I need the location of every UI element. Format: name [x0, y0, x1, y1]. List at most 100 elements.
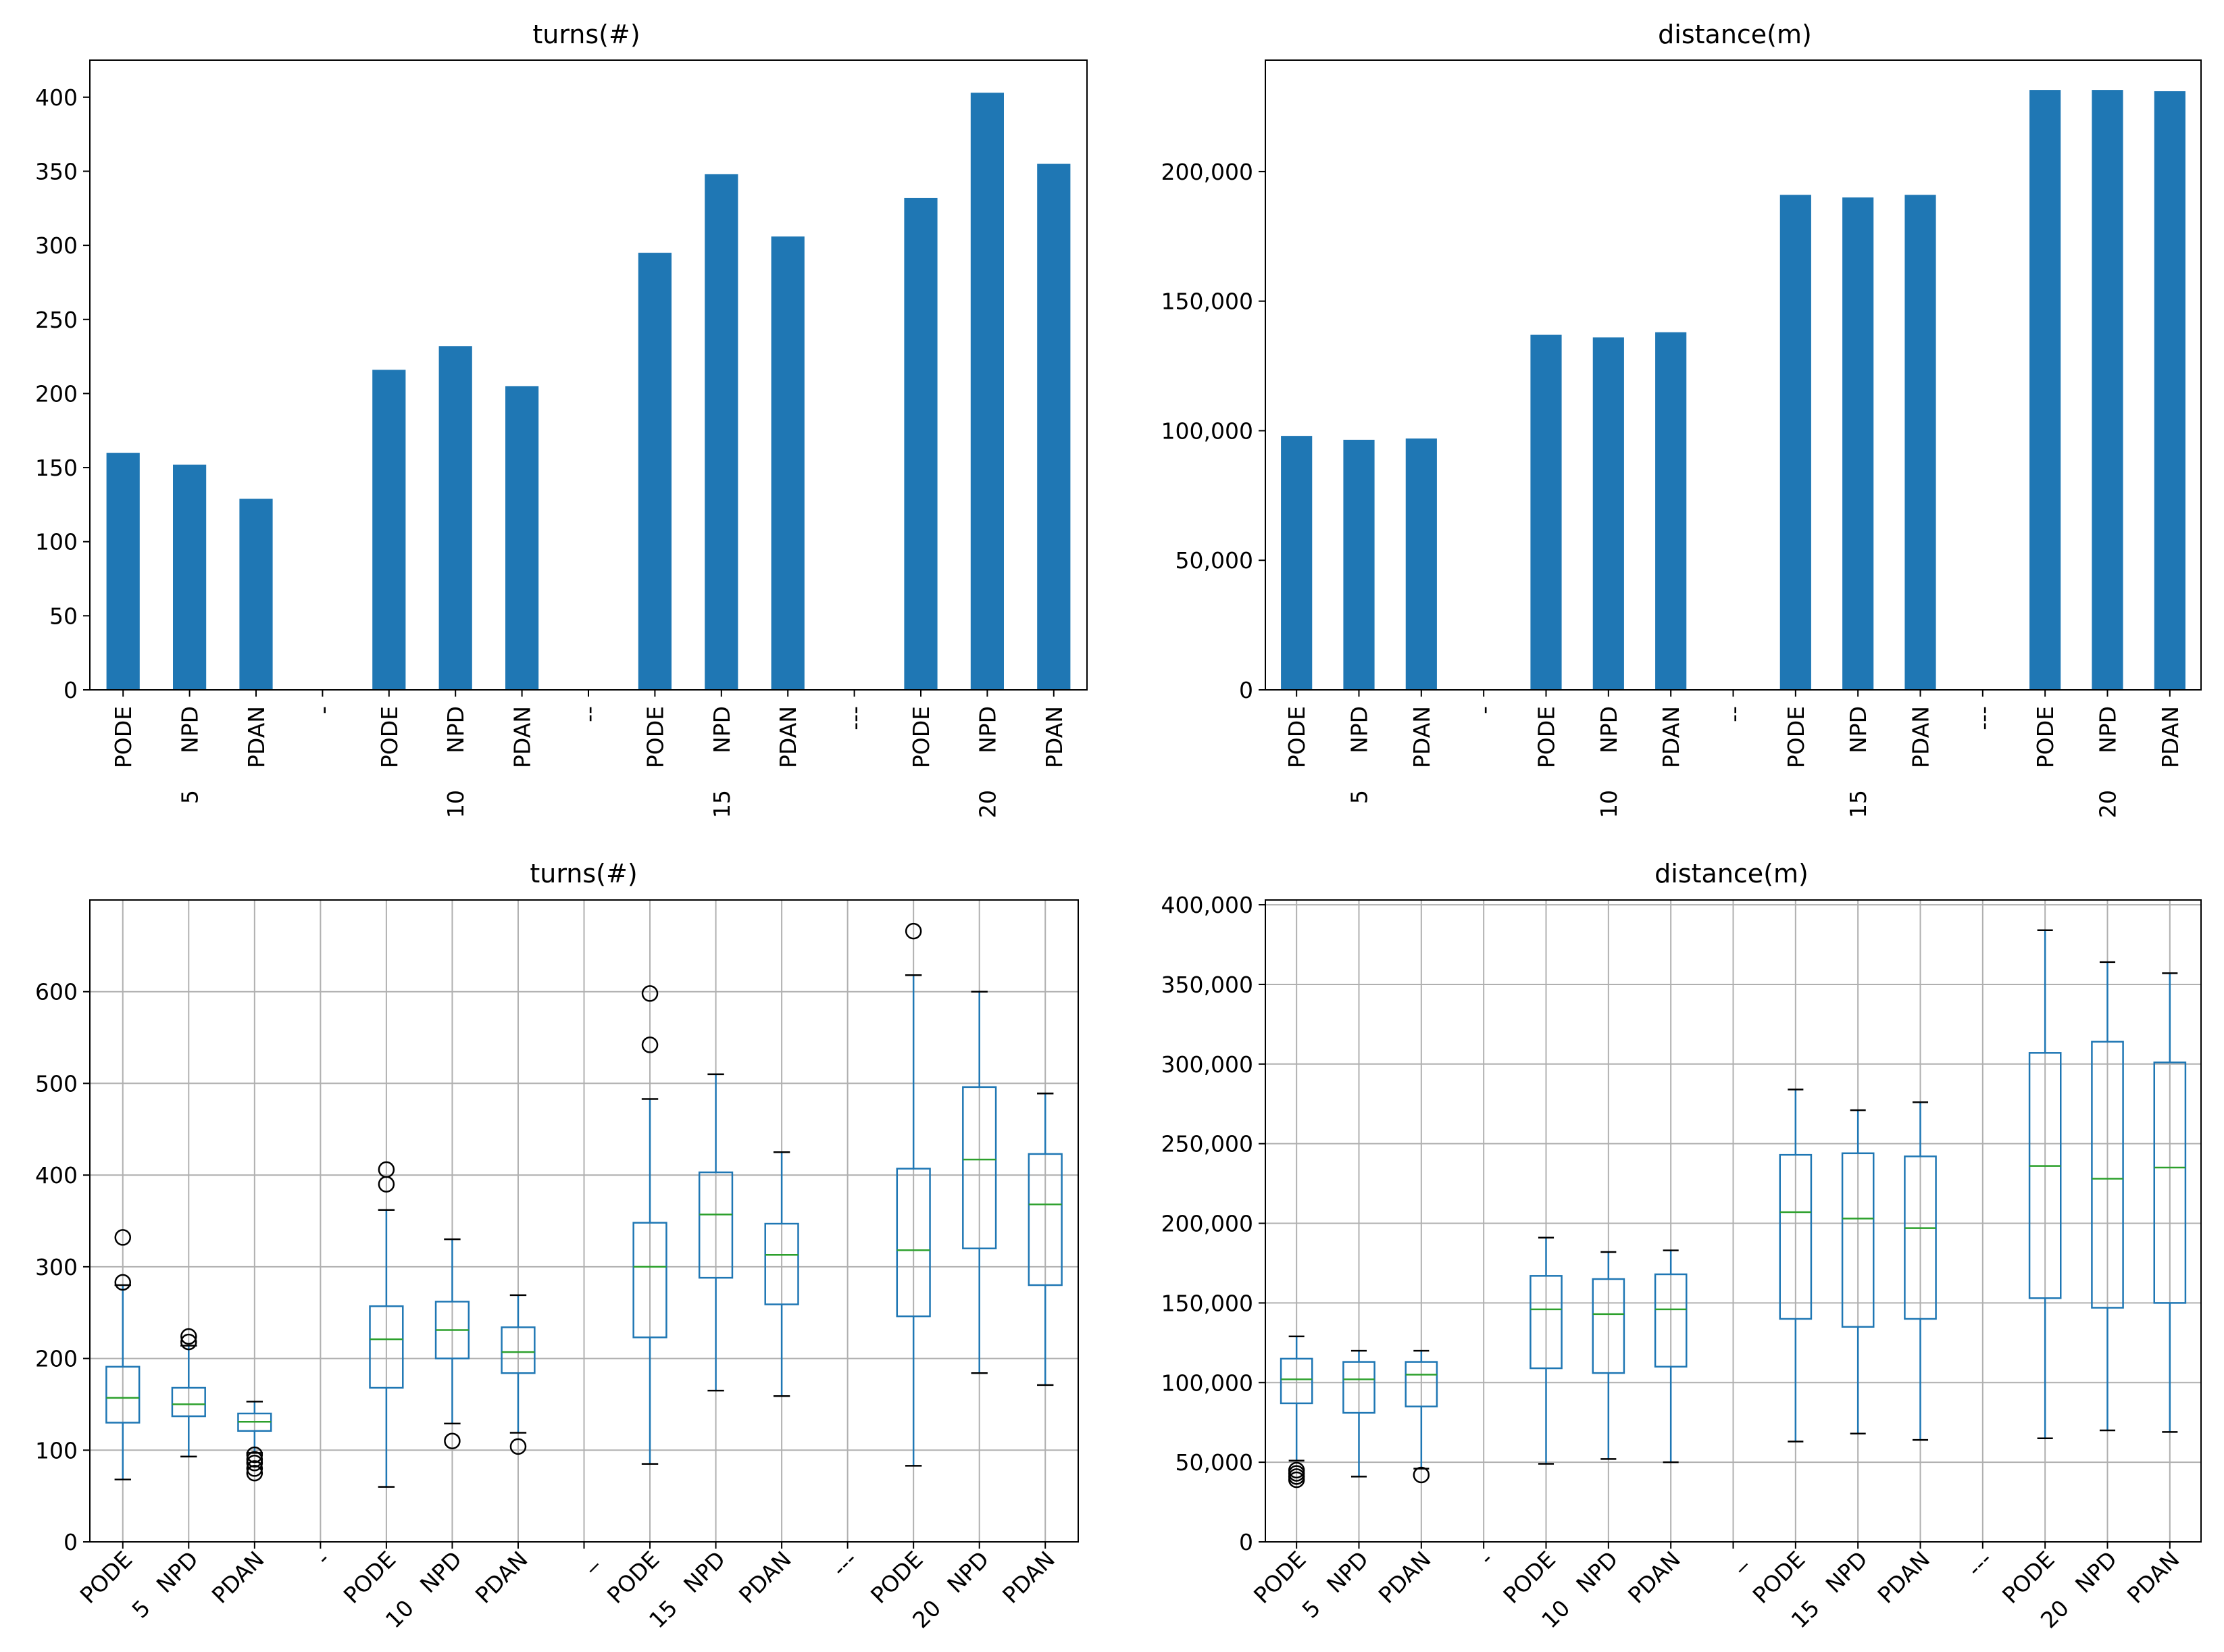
box	[1904, 1155, 1937, 1320]
x-group-label: 15	[709, 790, 735, 818]
x-tick-label: NPD	[415, 1546, 467, 1598]
x-tick-label: NPD	[1845, 706, 1871, 753]
x-tick-label: PODE	[1783, 706, 1809, 768]
x-tick-label: PDAN	[1409, 706, 1435, 768]
x-tick-label: NPD	[1321, 1546, 1373, 1598]
x-tick-label: NPD	[1596, 706, 1622, 753]
x-group-label: 15	[1845, 790, 1871, 818]
outlier-point	[180, 1328, 197, 1345]
outlier-point	[246, 1451, 263, 1468]
y-tick-label: 600	[35, 979, 78, 1005]
x-tick-label: PODE	[376, 706, 403, 768]
bar	[904, 197, 938, 690]
y-tick-label: 0	[64, 677, 78, 703]
outlier-point	[246, 1446, 263, 1463]
x-tick-label: ---	[1970, 706, 1996, 730]
x-tick-label: NPD	[1571, 1546, 1623, 1598]
x-tick-label: PODE	[642, 706, 668, 768]
bar	[173, 464, 207, 690]
x-tick-label: NPD	[177, 706, 203, 753]
bar	[1037, 164, 1071, 691]
x-tick-label: --	[1721, 706, 1747, 722]
y-tick-label: 50,000	[1176, 547, 1253, 574]
x-tick-label: NPD	[678, 1546, 730, 1598]
x-tick-label: PDAN	[1041, 706, 1067, 768]
x-tick-label: PODE	[908, 706, 934, 768]
outlier-point	[246, 1455, 263, 1472]
box	[1654, 1273, 1688, 1368]
x-tick-label: PODE	[865, 1546, 928, 1609]
y-tick-label: 0	[1239, 677, 1253, 703]
bar	[1405, 438, 1437, 690]
y-tick-label: 0	[64, 1529, 78, 1555]
y-tick-label: 250	[35, 307, 78, 333]
outlier-point	[641, 1036, 659, 1053]
bar	[239, 499, 273, 690]
chart-title: turns(#)	[530, 859, 637, 888]
box	[1530, 1275, 1563, 1370]
chart-title: distance(m)	[1658, 20, 1812, 49]
outlier-point	[1288, 1461, 1305, 1479]
box	[2091, 1041, 2124, 1309]
x-tick-label: NPD	[2070, 1546, 2122, 1598]
outlier-point	[905, 922, 922, 940]
x-tick-label: ---	[1962, 1546, 1998, 1582]
box	[369, 1305, 404, 1389]
bar	[1904, 195, 1936, 691]
x-tick-label: -	[1474, 1546, 1498, 1570]
bar	[2154, 91, 2185, 691]
box	[105, 1366, 141, 1424]
x-tick-label: PDAN	[1908, 706, 1934, 768]
x-group-label: 15	[1786, 1595, 1825, 1633]
bar	[438, 346, 472, 690]
y-tick-label: 100,000	[1161, 1370, 1253, 1396]
outlier-point	[180, 1333, 197, 1351]
box	[698, 1171, 734, 1279]
x-tick-label: PDAN	[207, 1546, 270, 1609]
x-tick-label: ---	[842, 706, 868, 730]
x-group-label: 10	[380, 1595, 419, 1633]
x-tick-label: NPD	[974, 706, 1001, 753]
y-tick-label: 100	[35, 529, 78, 555]
outlier-point	[509, 1438, 527, 1455]
chart-title: turns(#)	[532, 20, 640, 49]
bar-chart-turns: turns(#) 0 50 100 150 200 250 300 350 400 PODE NPD…	[35, 20, 1088, 818]
bar	[1655, 332, 1687, 690]
y-tick-label: 400	[35, 84, 78, 111]
bar	[1779, 195, 1811, 691]
box	[171, 1386, 206, 1418]
box	[1405, 1361, 1438, 1407]
chart-title: distance(m)	[1654, 859, 1809, 888]
x-tick-label: PDAN	[2157, 706, 2183, 768]
x-tick-label: PDAN	[1873, 1546, 1936, 1609]
box	[2028, 1052, 2062, 1299]
x-tick-label: -	[1471, 706, 1497, 714]
y-tick-label: 300,000	[1161, 1051, 1253, 1078]
box	[1779, 1153, 1813, 1320]
x-group-label: 5	[1346, 790, 1373, 804]
y-tick-label: 200	[35, 380, 78, 407]
x-group-label: 10	[1596, 790, 1622, 818]
x-group-label: 10	[443, 790, 469, 818]
x-tick-label: PODE	[2032, 706, 2058, 768]
y-tick-label: 350	[35, 158, 78, 184]
y-tick-label: 0	[1239, 1529, 1253, 1555]
box	[1841, 1152, 1875, 1328]
x-tick-label: --	[576, 706, 602, 722]
box	[764, 1222, 799, 1305]
x-group-label: 10	[1536, 1595, 1575, 1633]
y-tick-label: 350,000	[1161, 972, 1253, 998]
y-tick-label: 250,000	[1161, 1131, 1253, 1157]
x-group-label: 5	[1297, 1595, 1325, 1623]
y-tick-label: 400	[35, 1162, 78, 1188]
outlier-point	[246, 1460, 263, 1477]
bar	[705, 174, 738, 691]
bar	[1281, 436, 1313, 690]
y-tick-label: 200	[35, 1346, 78, 1372]
x-tick-label: NPD	[1821, 1546, 1873, 1598]
box	[1280, 1357, 1313, 1405]
x-tick-label: PODE	[1534, 706, 1560, 768]
x-group-label: 20	[974, 790, 1001, 818]
y-tick-label: 500	[35, 1070, 78, 1097]
